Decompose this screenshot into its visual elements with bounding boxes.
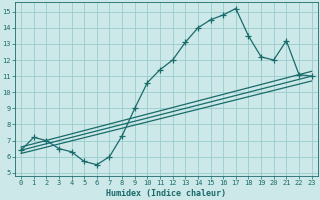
X-axis label: Humidex (Indice chaleur): Humidex (Indice chaleur) bbox=[106, 189, 226, 198]
